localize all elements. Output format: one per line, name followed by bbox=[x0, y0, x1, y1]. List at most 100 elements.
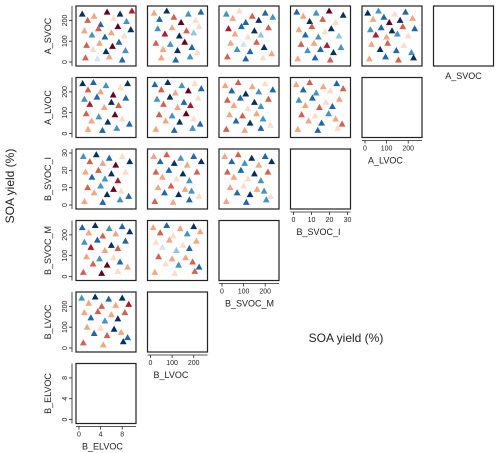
data-point bbox=[103, 261, 111, 268]
data-point bbox=[98, 269, 106, 276]
data-point bbox=[102, 82, 110, 89]
data-point bbox=[264, 168, 272, 175]
data-point bbox=[260, 43, 268, 50]
y-tick-label: 100 bbox=[62, 35, 69, 47]
data-point bbox=[222, 10, 230, 17]
data-point bbox=[149, 224, 157, 231]
data-point bbox=[83, 41, 90, 48]
x-tick-label: 4 bbox=[99, 432, 103, 439]
diagonal-panel bbox=[361, 76, 423, 139]
data-point bbox=[197, 85, 205, 92]
data-point bbox=[335, 32, 343, 39]
data-point bbox=[325, 7, 333, 14]
data-point bbox=[193, 49, 201, 56]
data-point bbox=[311, 112, 319, 119]
data-point bbox=[364, 9, 372, 16]
data-point bbox=[185, 244, 193, 251]
data-point bbox=[377, 24, 385, 31]
data-point bbox=[168, 24, 176, 31]
data-point bbox=[299, 86, 307, 93]
data-point bbox=[79, 268, 87, 275]
data-point bbox=[96, 255, 103, 262]
data-point bbox=[158, 173, 166, 180]
data-point bbox=[183, 27, 190, 34]
y-tick-label: 200 bbox=[62, 300, 69, 312]
data-point bbox=[103, 8, 111, 15]
data-point bbox=[299, 12, 307, 19]
data-point bbox=[99, 198, 107, 205]
data-point bbox=[156, 158, 164, 165]
data-point bbox=[162, 260, 170, 267]
data-point bbox=[189, 124, 197, 131]
data-point bbox=[184, 10, 192, 17]
data-point bbox=[169, 232, 177, 239]
data-point bbox=[107, 29, 115, 36]
data-point bbox=[322, 98, 330, 105]
data-point bbox=[187, 101, 194, 108]
data-point bbox=[223, 168, 231, 175]
data-point bbox=[228, 87, 236, 94]
data-point bbox=[152, 168, 160, 175]
x-tick-label: 200 bbox=[188, 360, 200, 367]
data-point bbox=[250, 98, 258, 105]
data-point bbox=[330, 49, 337, 56]
data-point bbox=[95, 25, 102, 32]
data-point bbox=[323, 41, 331, 48]
data-point bbox=[246, 119, 254, 126]
data-point bbox=[334, 124, 342, 131]
data-point bbox=[97, 88, 105, 95]
data-point bbox=[171, 89, 179, 96]
data-point bbox=[178, 82, 186, 89]
data-point bbox=[122, 237, 129, 244]
data-point bbox=[122, 168, 129, 175]
y-tick-label: 200 bbox=[62, 86, 69, 98]
data-point bbox=[88, 173, 96, 180]
data-point bbox=[259, 54, 267, 61]
data-point bbox=[105, 154, 113, 161]
data-point bbox=[241, 159, 249, 166]
data-point bbox=[173, 246, 180, 254]
data-point bbox=[182, 254, 190, 261]
data-point bbox=[114, 267, 122, 274]
data-point bbox=[366, 26, 374, 33]
x-tick-label: 0 bbox=[292, 217, 296, 224]
data-point bbox=[250, 27, 258, 34]
data-point bbox=[92, 151, 100, 158]
data-point bbox=[312, 9, 320, 16]
x-tick-label: 0 bbox=[149, 360, 153, 367]
data-point bbox=[116, 84, 124, 91]
data-point bbox=[318, 119, 325, 126]
data-point bbox=[101, 317, 109, 324]
data-point bbox=[151, 81, 159, 88]
data-point bbox=[372, 31, 380, 38]
data-point bbox=[233, 45, 241, 53]
data-point bbox=[87, 314, 95, 321]
data-point bbox=[255, 88, 263, 95]
data-point bbox=[319, 83, 327, 90]
data-point bbox=[154, 184, 162, 191]
x-tick-label: 10 bbox=[308, 217, 316, 224]
data-point bbox=[325, 110, 333, 117]
y-tick-label: 100 bbox=[62, 250, 69, 262]
data-point bbox=[338, 120, 346, 127]
y-axis-label: SOA yield (%) bbox=[3, 149, 17, 224]
x-axis-label: SOA yield (%) bbox=[309, 331, 384, 345]
data-point bbox=[194, 94, 202, 101]
data-point bbox=[410, 54, 418, 61]
data-point bbox=[125, 192, 133, 199]
x-variable-label: B_SVOC_I bbox=[297, 227, 341, 237]
data-point bbox=[119, 338, 127, 345]
data-point bbox=[151, 197, 159, 205]
data-point bbox=[120, 32, 128, 39]
data-point bbox=[80, 27, 88, 34]
data-point bbox=[82, 110, 90, 117]
data-point bbox=[267, 192, 275, 199]
data-point bbox=[298, 111, 306, 118]
data-point bbox=[80, 95, 88, 102]
data-point bbox=[103, 191, 111, 198]
y-variable-label: B_SVOC_M bbox=[43, 226, 53, 275]
data-point bbox=[368, 40, 375, 47]
data-point bbox=[326, 56, 334, 63]
data-point bbox=[261, 79, 269, 87]
data-point bbox=[306, 17, 314, 24]
